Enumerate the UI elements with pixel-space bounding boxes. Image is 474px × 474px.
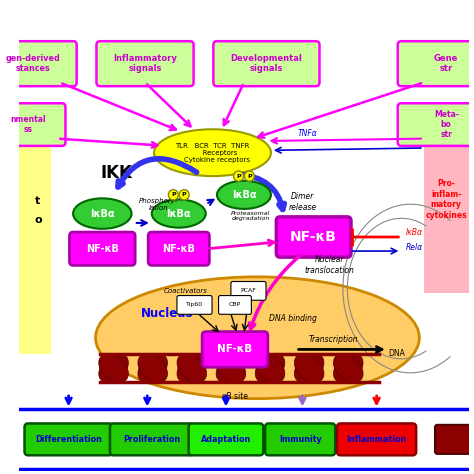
Text: Immunity: Immunity bbox=[279, 435, 321, 444]
Text: gen-derived
stances: gen-derived stances bbox=[5, 54, 60, 73]
Text: Developmental
signals: Developmental signals bbox=[230, 54, 302, 73]
Text: o: o bbox=[35, 215, 43, 225]
FancyBboxPatch shape bbox=[0, 103, 65, 146]
FancyBboxPatch shape bbox=[97, 41, 193, 86]
FancyBboxPatch shape bbox=[398, 103, 474, 146]
Text: NF-κB: NF-κB bbox=[290, 230, 337, 244]
FancyBboxPatch shape bbox=[0, 41, 77, 86]
Ellipse shape bbox=[255, 354, 285, 383]
Ellipse shape bbox=[152, 200, 206, 228]
Text: Dimer
release: Dimer release bbox=[288, 192, 317, 211]
Text: Pro-
inflam-
matory
cytokines: Pro- inflam- matory cytokines bbox=[426, 180, 467, 219]
Text: CBP: CBP bbox=[229, 302, 241, 308]
FancyBboxPatch shape bbox=[70, 232, 135, 265]
Ellipse shape bbox=[99, 354, 128, 383]
FancyBboxPatch shape bbox=[231, 282, 266, 300]
Text: Transcription: Transcription bbox=[309, 336, 359, 345]
Text: Proliferation: Proliferation bbox=[123, 435, 180, 444]
Ellipse shape bbox=[138, 354, 167, 383]
FancyBboxPatch shape bbox=[189, 423, 263, 456]
FancyBboxPatch shape bbox=[110, 423, 193, 456]
Ellipse shape bbox=[177, 354, 207, 383]
Text: P: P bbox=[182, 192, 186, 197]
Text: IκBα: IκBα bbox=[406, 228, 423, 237]
Ellipse shape bbox=[154, 129, 271, 176]
FancyBboxPatch shape bbox=[337, 423, 416, 456]
Text: Adaptation: Adaptation bbox=[201, 435, 251, 444]
Ellipse shape bbox=[294, 354, 324, 383]
Text: Gene
str: Gene str bbox=[434, 54, 458, 73]
Ellipse shape bbox=[334, 354, 363, 383]
Ellipse shape bbox=[96, 277, 419, 399]
FancyBboxPatch shape bbox=[25, 423, 113, 456]
FancyBboxPatch shape bbox=[276, 217, 351, 257]
Text: Tip60: Tip60 bbox=[186, 302, 203, 308]
Text: Nucleus: Nucleus bbox=[140, 307, 193, 319]
Text: IκBα: IκBα bbox=[90, 209, 115, 219]
Text: DNA binding: DNA binding bbox=[270, 314, 318, 323]
Text: κB site: κB site bbox=[222, 392, 248, 401]
FancyBboxPatch shape bbox=[398, 41, 474, 86]
Ellipse shape bbox=[255, 354, 285, 383]
Ellipse shape bbox=[217, 181, 271, 209]
Text: NF-κB: NF-κB bbox=[86, 244, 119, 254]
Text: PCAF: PCAF bbox=[240, 288, 256, 293]
FancyBboxPatch shape bbox=[424, 115, 469, 293]
FancyBboxPatch shape bbox=[265, 423, 335, 456]
FancyBboxPatch shape bbox=[435, 425, 471, 454]
Ellipse shape bbox=[294, 354, 324, 383]
Text: P: P bbox=[247, 173, 252, 179]
Text: t: t bbox=[35, 196, 40, 206]
FancyBboxPatch shape bbox=[202, 332, 268, 367]
Ellipse shape bbox=[334, 354, 363, 383]
Text: P: P bbox=[171, 192, 176, 197]
FancyBboxPatch shape bbox=[177, 296, 212, 314]
Text: IκBα: IκBα bbox=[166, 209, 191, 219]
Ellipse shape bbox=[216, 354, 246, 383]
Text: nmental
ss: nmental ss bbox=[10, 115, 46, 134]
FancyBboxPatch shape bbox=[148, 232, 210, 265]
Text: Differentiation: Differentiation bbox=[35, 435, 102, 444]
Ellipse shape bbox=[216, 354, 246, 383]
Text: NF-κB: NF-κB bbox=[218, 345, 253, 355]
Ellipse shape bbox=[179, 190, 189, 200]
Ellipse shape bbox=[99, 354, 128, 383]
Text: P: P bbox=[236, 173, 241, 179]
Text: Nuclear
translocation: Nuclear translocation bbox=[304, 255, 355, 275]
Ellipse shape bbox=[234, 171, 244, 181]
Text: NF-κB: NF-κB bbox=[162, 244, 195, 254]
Ellipse shape bbox=[177, 354, 207, 383]
Ellipse shape bbox=[168, 190, 178, 200]
FancyBboxPatch shape bbox=[19, 120, 51, 354]
Text: Phosphory-
lation: Phosphory- lation bbox=[139, 198, 178, 211]
Text: IκBα: IκBα bbox=[232, 190, 256, 200]
Ellipse shape bbox=[138, 354, 167, 383]
FancyBboxPatch shape bbox=[19, 214, 51, 354]
FancyBboxPatch shape bbox=[219, 296, 251, 314]
Text: Inflammatory
signals: Inflammatory signals bbox=[113, 54, 177, 73]
Ellipse shape bbox=[73, 198, 132, 229]
Text: Meta-
bo
str: Meta- bo str bbox=[434, 109, 459, 139]
FancyBboxPatch shape bbox=[213, 41, 319, 86]
Text: TLR   BCR  TCR  TNFR
       Receptors
    Cytokine receptors: TLR BCR TCR TNFR Receptors Cytokine rece… bbox=[175, 143, 250, 163]
Text: DNA: DNA bbox=[388, 349, 405, 358]
Text: TNFα: TNFα bbox=[298, 129, 318, 138]
Text: Proteasomal
degradation: Proteasomal degradation bbox=[231, 210, 270, 221]
Text: IKK: IKK bbox=[100, 164, 132, 182]
Text: Inflammation: Inflammation bbox=[346, 435, 407, 444]
Text: Relα: Relα bbox=[406, 243, 423, 252]
Ellipse shape bbox=[245, 171, 254, 181]
Text: Coactivators: Coactivators bbox=[164, 288, 208, 294]
